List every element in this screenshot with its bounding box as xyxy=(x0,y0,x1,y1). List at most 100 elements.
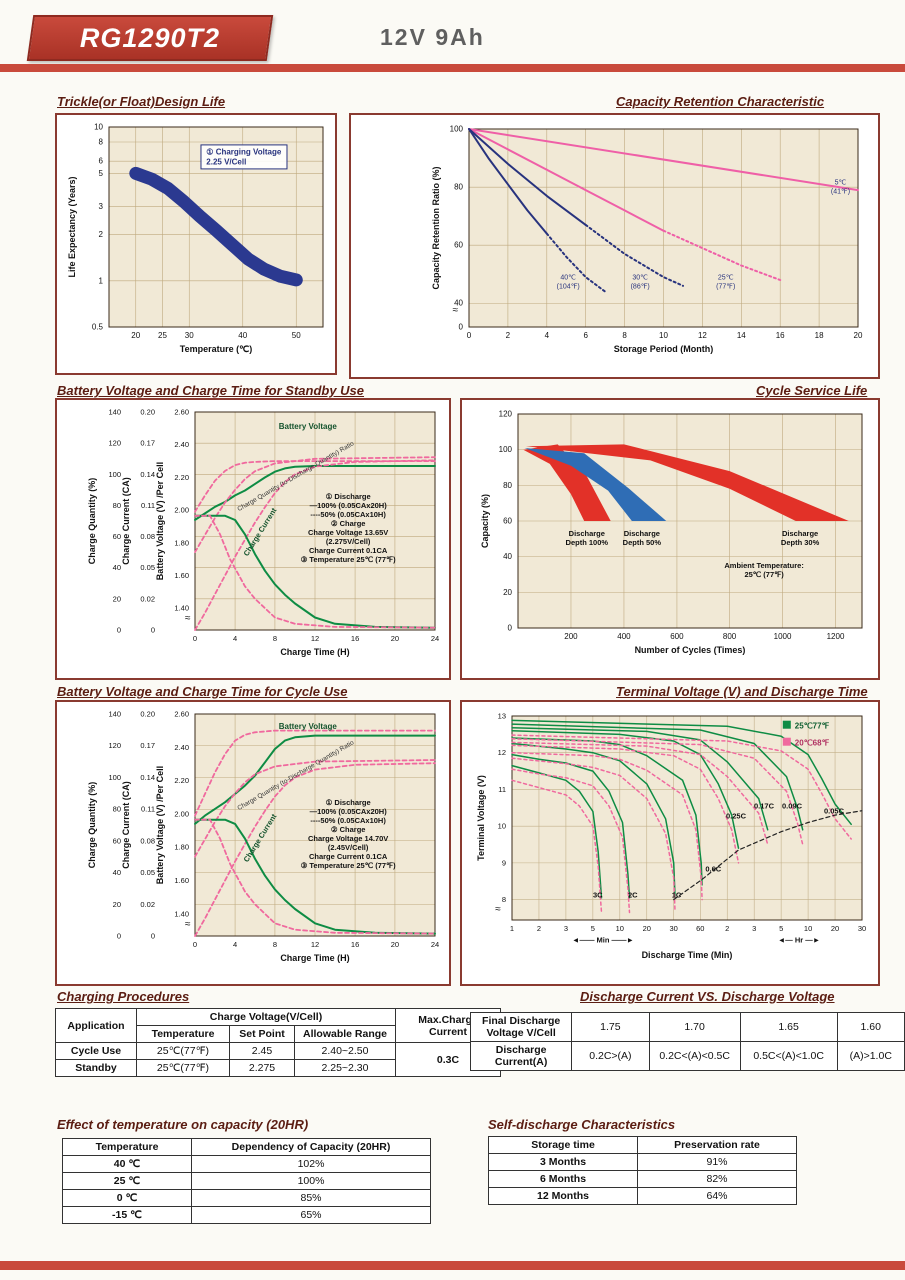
svg-text:2: 2 xyxy=(506,331,511,340)
svg-text:0.17: 0.17 xyxy=(140,439,155,448)
chart-canvas: 0 4 8 12 16 20 24 Charge Time (H) 1.40 1.60 1.80 2.… xyxy=(87,710,439,964)
svg-text:24: 24 xyxy=(431,634,439,643)
svg-text:10: 10 xyxy=(498,822,506,831)
svg-text:Capacity Retention Ratio (%): Capacity Retention Ratio (%) xyxy=(431,166,441,289)
svg-text:140: 140 xyxy=(108,710,121,719)
table-cell: Cycle Use xyxy=(55,1042,137,1060)
svg-text:80: 80 xyxy=(454,183,463,192)
svg-text:2.40: 2.40 xyxy=(174,440,189,449)
chart-cycle-service-life: 200 400 600 800 1000 1200 Number of Cycles (Ti… xyxy=(460,398,880,680)
section-title-terminal: Terminal Voltage (V) and Discharge Time xyxy=(616,684,868,699)
charging-procedures-table: Application Charge Voltage(V/Cell) Max.C… xyxy=(55,1008,501,1077)
model-badge: RG1290T2 xyxy=(26,15,274,61)
svg-text:0.08: 0.08 xyxy=(140,532,155,541)
table-header-charge-voltage: Charge Voltage(V/Cell) xyxy=(136,1008,396,1026)
chart-capacity-retention: 0 2 4 6 8 10 12 14 16 18 20 Storage Period (Month) 0… xyxy=(349,113,880,379)
table-cell: 2.40~2.50 xyxy=(294,1042,396,1060)
section-title-temp-capacity: Effect of temperature on capacity (20HR) xyxy=(57,1117,309,1132)
svg-text:30: 30 xyxy=(185,331,194,340)
svg-text:0: 0 xyxy=(151,932,155,941)
svg-text:1: 1 xyxy=(99,276,104,285)
svg-text:24: 24 xyxy=(431,940,439,949)
svg-text:Charge Current (CA): Charge Current (CA) xyxy=(121,781,131,869)
discharge-voltage-table: Final Discharge Voltage V/Cell 1.75 1.70… xyxy=(469,1012,905,1071)
svg-text:14: 14 xyxy=(737,331,746,340)
svg-text:8: 8 xyxy=(502,895,506,904)
svg-text:Charge Current (CA): Charge Current (CA) xyxy=(121,477,131,565)
svg-text:800: 800 xyxy=(723,632,737,641)
svg-text:0: 0 xyxy=(459,323,464,332)
svg-text:20: 20 xyxy=(503,588,512,597)
svg-text:1200: 1200 xyxy=(827,632,845,641)
svg-text:0: 0 xyxy=(193,634,197,643)
svg-text:25: 25 xyxy=(158,331,167,340)
svg-text:0.5: 0.5 xyxy=(92,323,104,332)
svg-text:16: 16 xyxy=(351,634,359,643)
table-cell: 102% xyxy=(191,1155,431,1173)
svg-text:20: 20 xyxy=(854,331,863,340)
table-header-storage-time: Storage time xyxy=(488,1136,638,1154)
svg-text:Discharge Time (Min): Discharge Time (Min) xyxy=(642,950,733,960)
svg-text:4: 4 xyxy=(233,940,237,949)
svg-text:12: 12 xyxy=(311,634,319,643)
svg-text:Number of Cycles (Times): Number of Cycles (Times) xyxy=(635,645,746,655)
chart-canvas: 0 4 8 12 16 20 24 Charge Time (H) 1.40 1.60 1.80 2.… xyxy=(87,408,439,658)
svg-text:40: 40 xyxy=(113,563,121,572)
table-header-final-discharge: Final Discharge Voltage V/Cell xyxy=(469,1012,573,1042)
svg-text:8: 8 xyxy=(273,634,277,643)
model-number: RG1290T2 xyxy=(79,22,221,53)
table-cell: 0.2C<(A)<0.5C xyxy=(648,1041,741,1071)
svg-text:Charge Time (H): Charge Time (H) xyxy=(280,953,349,963)
svg-text:20: 20 xyxy=(113,900,121,909)
chart-trickle-design-life: 20 25 30 40 50 Temperature (℃) 0.5 1 2 3 5 6 8 10 Life… xyxy=(55,113,337,375)
svg-text:30: 30 xyxy=(858,924,866,933)
svg-text:100: 100 xyxy=(108,773,121,782)
section-title-charging: Charging Procedures xyxy=(57,989,190,1004)
svg-text:120: 120 xyxy=(499,410,513,419)
svg-text:0.17: 0.17 xyxy=(140,741,155,750)
table-cell: Standby xyxy=(55,1059,137,1077)
svg-text:120: 120 xyxy=(108,741,121,750)
svg-text:4: 4 xyxy=(545,331,550,340)
svg-text:80: 80 xyxy=(113,805,121,814)
svg-text:Battery Voltage (V) /Per Cell: Battery Voltage (V) /Per Cell xyxy=(155,462,165,580)
svg-text:10: 10 xyxy=(94,123,103,132)
svg-text:Storage Period (Month): Storage Period (Month) xyxy=(614,344,714,354)
svg-text:1.80: 1.80 xyxy=(174,538,189,547)
table-cell: 25℃(77℉) xyxy=(136,1042,230,1060)
svg-text:Battery Voltage (V) /Per Cell: Battery Voltage (V) /Per Cell xyxy=(155,766,165,884)
svg-text:0.11: 0.11 xyxy=(141,501,155,510)
svg-text:40: 40 xyxy=(503,552,512,561)
section-title-cycle-life: Cycle Service Life xyxy=(756,383,868,398)
table-cell: 2.25~2.30 xyxy=(294,1059,396,1077)
svg-text:Temperature (℃): Temperature (℃) xyxy=(180,344,252,354)
svg-text:5: 5 xyxy=(99,169,104,178)
temp-capacity-table: Temperature Dependency of Capacity (20HR… xyxy=(62,1138,431,1224)
table-cell: 64% xyxy=(637,1187,797,1205)
svg-text:2.60: 2.60 xyxy=(174,710,189,719)
table-cell: 1.75 xyxy=(571,1012,650,1042)
svg-text:80: 80 xyxy=(503,481,512,490)
svg-text:6: 6 xyxy=(583,331,588,340)
svg-text:Life Expectancy (Years): Life Expectancy (Years) xyxy=(67,176,77,277)
svg-text:20: 20 xyxy=(391,634,399,643)
svg-text:12: 12 xyxy=(698,331,707,340)
table-header-discharge-current: Discharge Current(A) xyxy=(469,1041,573,1071)
svg-text:200: 200 xyxy=(564,632,578,641)
table-cell: (A)>1.0C xyxy=(836,1041,905,1071)
svg-text:60: 60 xyxy=(113,836,121,845)
svg-text:10: 10 xyxy=(616,924,624,933)
table-cell: 1.65 xyxy=(739,1012,838,1042)
table-cell: 0 ℃ xyxy=(62,1189,192,1207)
table-header-application: Application xyxy=(55,1008,137,1043)
table-cell: 0.5C<(A)<1.0C xyxy=(739,1041,838,1071)
svg-text:2.20: 2.20 xyxy=(174,473,189,482)
svg-text:5: 5 xyxy=(779,924,783,933)
svg-text:18: 18 xyxy=(815,331,824,340)
svg-text:60: 60 xyxy=(113,532,121,541)
section-title-cycle-use: Battery Voltage and Charge Time for Cycl… xyxy=(57,684,348,699)
svg-text:1.60: 1.60 xyxy=(174,876,189,885)
svg-text:3: 3 xyxy=(752,924,756,933)
